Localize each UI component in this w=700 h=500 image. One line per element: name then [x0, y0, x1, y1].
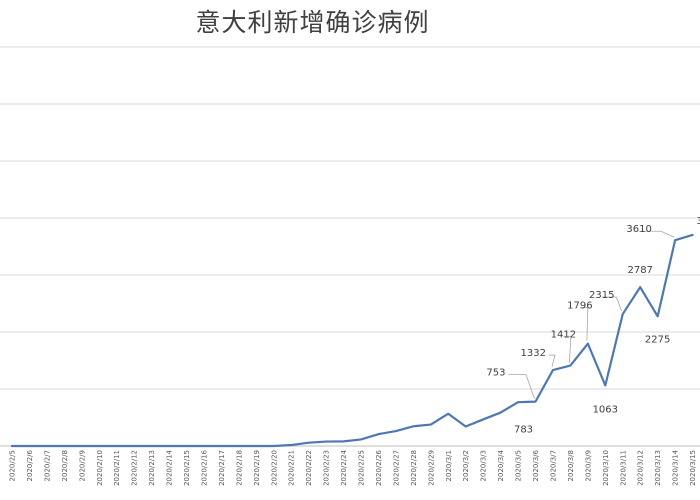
x-tick-label: 2020/3/14: [672, 449, 680, 485]
data-label: 1332: [520, 348, 545, 359]
data-label: 753: [486, 368, 505, 379]
data-label-leader: [508, 374, 535, 399]
x-tick-labels: 2020/2/5 2020/2/6 2020/2/7 2020/2/8 2020/2/9…: [9, 449, 698, 485]
x-tick-label: 2020/3/1: [445, 450, 453, 481]
x-tick-label: 2020/2/21: [288, 450, 296, 486]
data-label: 36: [697, 216, 700, 227]
data-label: 2315: [589, 290, 614, 301]
data-label: 783: [514, 425, 533, 436]
x-tick-label: 2020/3/12: [637, 450, 645, 486]
data-label-leader: [548, 354, 556, 368]
x-tick-label: 2020/3/9: [584, 450, 592, 481]
x-tick-label: 2020/2/6: [26, 449, 34, 481]
grid: [0, 46, 700, 390]
x-tick-label: 2020/2/11: [113, 450, 121, 486]
data-labels: 753 783 1332 1412 1796 1063 2315 2787 2275 3610 36: [486, 216, 700, 436]
data-label: 1063: [593, 404, 618, 415]
data-label: 2275: [645, 334, 670, 345]
data-label-leaders: [508, 230, 675, 399]
x-tick-label: 2020/3/7: [549, 450, 557, 481]
x-tick-label: 2020/2/16: [200, 449, 208, 485]
data-label-leader: [563, 336, 572, 363]
x-tick-label: 2020/2/27: [392, 450, 400, 486]
x-tick-label: 2020/2/12: [131, 450, 139, 486]
x-tick-label: 2020/2/5: [9, 450, 17, 481]
x-tick-label: 2020/3/4: [497, 449, 505, 481]
x-tick-label: 2020/3/6: [532, 449, 540, 481]
x-tick-label: 2020/2/24: [340, 449, 348, 485]
x-tick-label: 2020/2/29: [427, 450, 435, 486]
x-tick-label: 2020/2/23: [323, 450, 331, 486]
x-tick-label: 2020/2/26: [375, 449, 383, 485]
x-tick-label: 2020/2/18: [235, 450, 243, 486]
x-tick-label: 2020/2/13: [148, 450, 156, 486]
data-label-leader: [601, 296, 623, 312]
x-tick-label: 2020/3/2: [462, 450, 470, 481]
data-label: 2787: [627, 265, 652, 276]
x-tick-label: 2020/2/19: [253, 450, 261, 486]
x-tick-label: 2020/3/3: [480, 450, 488, 481]
x-tick-label: 2020/2/8: [61, 450, 69, 481]
series-line: [10, 233, 694, 448]
x-tick-label: 2020/2/14: [166, 449, 174, 485]
x-tick-label: 2020/3/5: [515, 450, 523, 481]
x-tick-label: 2020/2/15: [183, 450, 191, 486]
x-tick-label: 2020/2/28: [410, 450, 418, 486]
x-tick-label: 2020/2/17: [218, 450, 226, 486]
x-tick-label: 2020/3/8: [567, 450, 575, 481]
x-tick-label: 2020/2/22: [305, 450, 313, 486]
data-label-leader: [579, 307, 589, 341]
x-tick-label: 2020/3/13: [654, 450, 662, 486]
data-label: 1796: [567, 301, 592, 312]
x-tick-label: 2020/2/10: [96, 450, 104, 486]
data-label-leader: [639, 230, 675, 238]
data-label: 1412: [551, 330, 576, 341]
x-tick-label: 2020/2/7: [43, 450, 51, 481]
x-tick-label: 2020/3/11: [619, 450, 627, 486]
x-tick-label: 2020/2/25: [358, 450, 366, 486]
x-tick-label: 2020/3/10: [602, 450, 610, 486]
series-layer: [10, 233, 694, 448]
x-tick-label: 2020/3/15: [689, 450, 697, 486]
chart-title: 意大利新增确诊病例: [195, 8, 430, 37]
x-tick-label: 2020/2/9: [78, 450, 86, 481]
x-tick-label: 2020/2/20: [270, 450, 278, 486]
data-label: 3610: [626, 224, 651, 235]
